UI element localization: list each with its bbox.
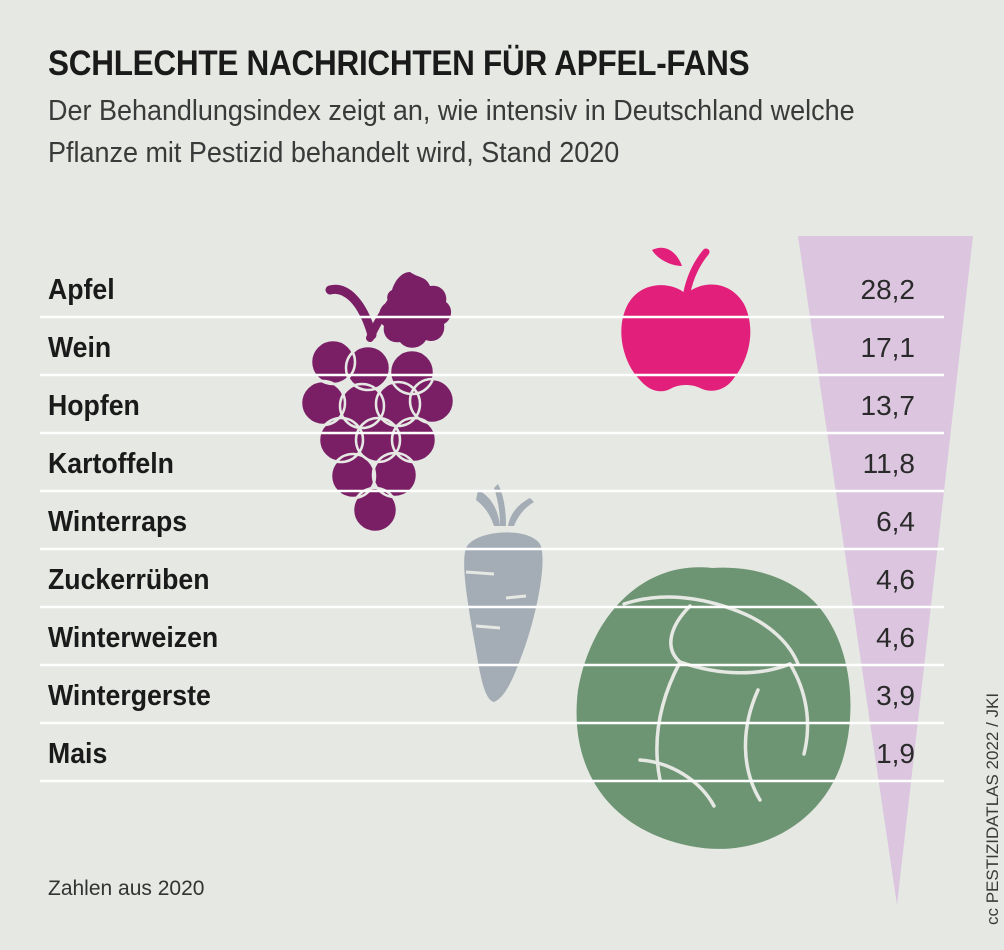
rows: Apfel 28,2 Wein 17,1 Hopfen 13,7 Kartoffeln 11,… <box>40 273 944 783</box>
carrot-grooves <box>465 570 527 630</box>
grape-berry-outlines <box>299 338 456 534</box>
category-label: Kartoffeln <box>48 447 174 479</box>
category-label: Hopfen <box>48 389 140 421</box>
value-label: 1,9 <box>876 738 915 769</box>
category-label: Wintergerste <box>48 679 211 711</box>
category-label: Zuckerrüben <box>48 563 210 595</box>
value-label: 4,6 <box>876 622 915 653</box>
value-label: 4,6 <box>876 564 915 595</box>
category-label: Apfel <box>48 273 115 305</box>
category-label: Winterweizen <box>48 621 218 653</box>
source-credit: cc PESTIZIDATLAS 2022 / JKI <box>983 692 1002 925</box>
chart-subtitle: Der Behandlungsindex zeigt an, wie inten… <box>48 95 855 169</box>
category-label: Wein <box>48 331 111 363</box>
apple-icon <box>621 247 751 392</box>
footnote: Zahlen aus 2020 <box>48 877 205 900</box>
value-label: 3,9 <box>876 680 915 711</box>
value-label: 28,2 <box>861 274 916 305</box>
category-label: Winterraps <box>48 505 187 537</box>
value-label: 13,7 <box>861 390 916 421</box>
carrot-icon <box>464 484 543 702</box>
value-label: 6,4 <box>876 506 915 537</box>
grape-icon <box>301 272 454 532</box>
chart-title: SCHLECHTE NACHRICHTEN FÜR APFEL-FANS <box>48 44 750 83</box>
value-label: 11,8 <box>863 448 915 479</box>
value-label: 17,1 <box>861 332 916 363</box>
category-label: Mais <box>48 737 107 769</box>
value-cone <box>798 236 973 905</box>
cabbage-icon <box>576 567 851 849</box>
